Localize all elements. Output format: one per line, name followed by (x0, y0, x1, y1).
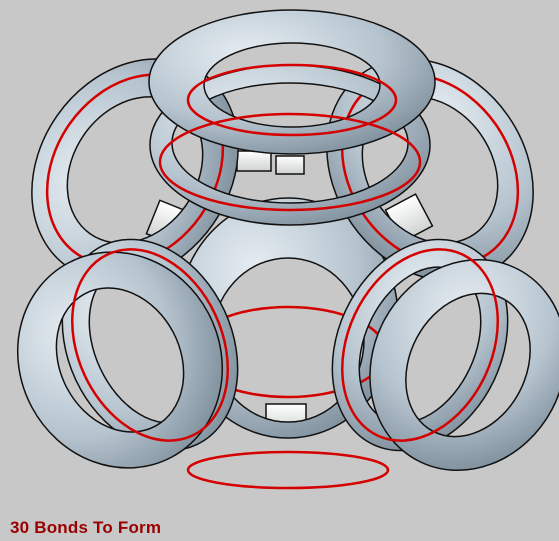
connector-top (236, 150, 305, 175)
caption-label: 30 Bonds To Form (10, 518, 162, 537)
torus-ring-top (148, 9, 436, 226)
torus-ring-right-front (331, 238, 559, 471)
torus-ring-left-front (16, 238, 239, 469)
